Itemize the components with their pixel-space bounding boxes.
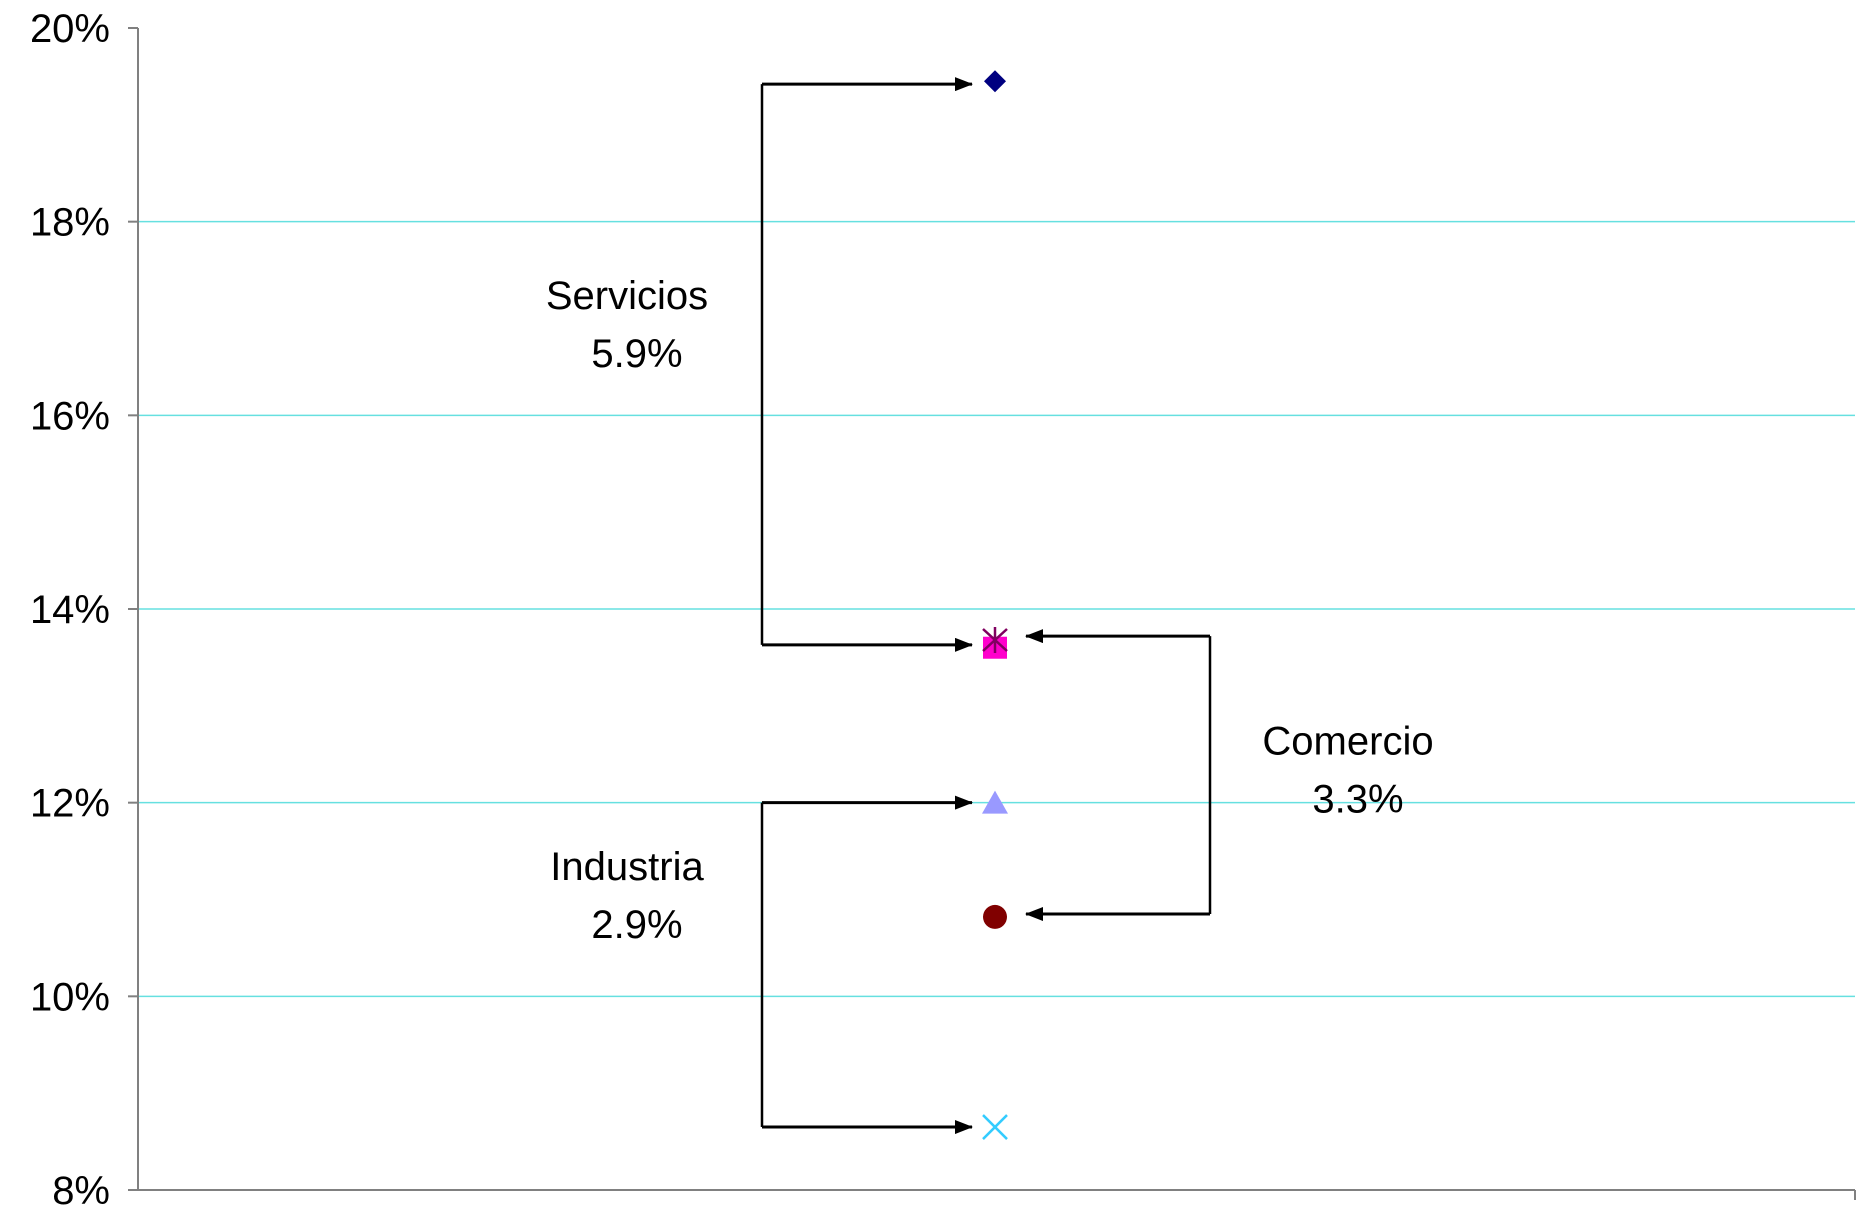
data-point-diamond <box>984 70 1006 93</box>
axis-layer: 8% 10% 12% 14% 16% 18% 20% <box>30 7 1856 1213</box>
y-tick-label: 16% <box>30 394 110 438</box>
y-tick-label: 12% <box>30 782 110 826</box>
data-point-asterisk <box>982 626 1008 653</box>
data-point-x <box>982 1114 1008 1140</box>
y-tick-label: 8% <box>52 1169 110 1213</box>
y-tick-label: 14% <box>30 588 110 632</box>
y-tick-label: 20% <box>30 7 110 51</box>
annotation-comercio-value: 3.3% <box>1312 777 1403 821</box>
annotation-comercio-name: Comercio <box>1262 719 1433 763</box>
point-layer <box>982 70 1008 1140</box>
annotation-layer: Servicios 5.9% Industria 2.9% Comercio 3.3% <box>546 77 1434 1135</box>
annotation-servicios-value: 5.9% <box>591 332 682 376</box>
x-stroke <box>982 1114 1008 1140</box>
annotation-servicios-name: Servicios <box>546 274 708 318</box>
annotation-industria-name: Industria <box>550 845 704 889</box>
y-tick-label: 18% <box>30 201 110 245</box>
annotation-industria-value: 2.9% <box>591 903 682 947</box>
asterisk-stroke <box>982 628 1008 652</box>
grid-layer <box>138 220 1855 998</box>
y-tick-label: 10% <box>30 975 110 1019</box>
data-point-circle <box>983 904 1007 929</box>
data-point-triangle <box>982 790 1008 814</box>
